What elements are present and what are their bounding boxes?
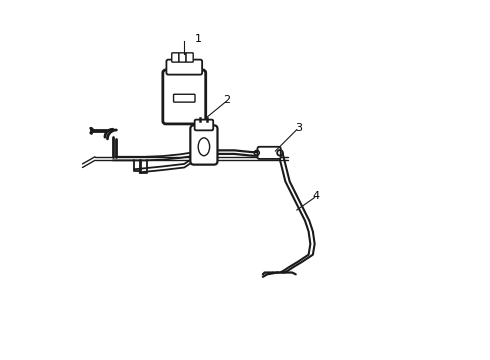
FancyBboxPatch shape xyxy=(172,53,179,62)
FancyBboxPatch shape xyxy=(186,53,193,62)
FancyBboxPatch shape xyxy=(179,53,186,62)
Text: 1: 1 xyxy=(195,34,201,44)
FancyBboxPatch shape xyxy=(173,94,195,102)
Text: 4: 4 xyxy=(313,191,319,201)
FancyBboxPatch shape xyxy=(258,147,281,159)
Text: 3: 3 xyxy=(295,123,302,133)
FancyBboxPatch shape xyxy=(163,70,206,124)
FancyBboxPatch shape xyxy=(195,120,213,130)
FancyBboxPatch shape xyxy=(167,60,202,75)
FancyBboxPatch shape xyxy=(190,125,218,165)
Text: 2: 2 xyxy=(223,95,231,105)
